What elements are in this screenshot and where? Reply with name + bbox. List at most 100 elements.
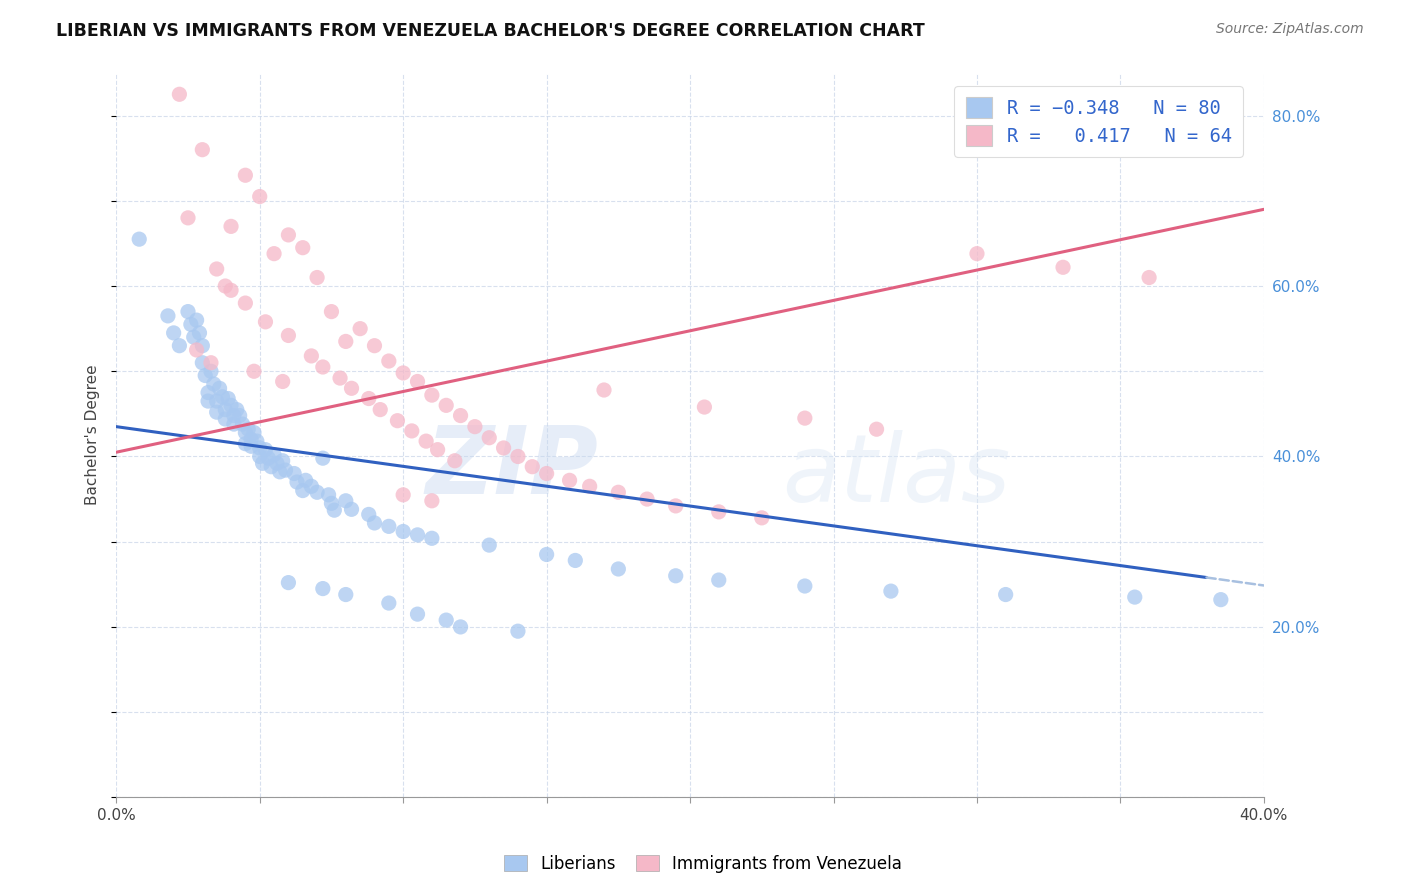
Point: [205, 405, 228, 419]
Point: [426, 442, 449, 457]
Point: [180, 318, 202, 332]
Point: [1052, 260, 1074, 275]
Point: [321, 496, 343, 510]
Point: [243, 425, 266, 440]
Point: [323, 503, 346, 517]
Point: [217, 392, 239, 406]
Point: [177, 211, 200, 225]
Point: [751, 511, 773, 525]
Point: [271, 454, 294, 468]
Y-axis label: Bachelor's Degree: Bachelor's Degree: [86, 365, 100, 506]
Point: [318, 488, 340, 502]
Legend: Liberians, Immigrants from Venezuela: Liberians, Immigrants from Venezuela: [496, 848, 910, 880]
Point: [392, 488, 415, 502]
Point: [387, 414, 409, 428]
Point: [254, 442, 277, 457]
Point: [219, 398, 242, 412]
Point: [211, 390, 233, 404]
Point: [392, 524, 415, 539]
Point: [238, 422, 260, 436]
Point: [335, 588, 357, 602]
Point: [607, 562, 630, 576]
Point: [793, 411, 815, 425]
Point: [363, 516, 385, 530]
Point: [235, 436, 257, 450]
Point: [335, 334, 357, 349]
Point: [294, 474, 316, 488]
Point: [191, 339, 214, 353]
Point: [228, 409, 250, 423]
Point: [312, 451, 335, 466]
Point: [378, 596, 401, 610]
Point: [1123, 590, 1146, 604]
Point: [357, 508, 380, 522]
Point: [450, 620, 472, 634]
Point: [240, 433, 263, 447]
Point: [994, 588, 1017, 602]
Point: [607, 485, 630, 500]
Point: [522, 459, 544, 474]
Point: [249, 189, 271, 203]
Point: [169, 339, 191, 353]
Point: [235, 168, 257, 182]
Point: [263, 448, 285, 462]
Point: [464, 419, 486, 434]
Point: [420, 493, 443, 508]
Point: [285, 475, 308, 489]
Point: [443, 454, 465, 468]
Point: [277, 227, 299, 242]
Point: [252, 456, 274, 470]
Point: [219, 219, 242, 234]
Point: [707, 573, 730, 587]
Point: [235, 296, 257, 310]
Point: [191, 356, 214, 370]
Point: [406, 607, 429, 621]
Point: [177, 304, 200, 318]
Point: [363, 339, 385, 353]
Point: [246, 434, 269, 449]
Point: [368, 402, 391, 417]
Point: [186, 313, 208, 327]
Point: [299, 479, 322, 493]
Point: [225, 402, 247, 417]
Point: [478, 538, 501, 552]
Point: [307, 270, 329, 285]
Point: [307, 485, 329, 500]
Point: [593, 383, 616, 397]
Point: [277, 575, 299, 590]
Legend: R = −0.348   N = 80, R =   0.417   N = 64: R = −0.348 N = 80, R = 0.417 N = 64: [955, 86, 1243, 157]
Point: [249, 441, 271, 455]
Point: [214, 279, 236, 293]
Point: [536, 548, 558, 562]
Point: [406, 528, 429, 542]
Point: [793, 579, 815, 593]
Point: [564, 553, 586, 567]
Text: ZIP: ZIP: [426, 422, 599, 514]
Point: [340, 502, 363, 516]
Point: [128, 232, 150, 246]
Point: [329, 371, 352, 385]
Point: [186, 343, 208, 357]
Point: [156, 309, 179, 323]
Point: [693, 400, 716, 414]
Point: [434, 613, 457, 627]
Point: [183, 330, 205, 344]
Point: [357, 392, 380, 406]
Text: LIBERIAN VS IMMIGRANTS FROM VENEZUELA BACHELOR'S DEGREE CORRELATION CHART: LIBERIAN VS IMMIGRANTS FROM VENEZUELA BA…: [56, 22, 925, 40]
Point: [257, 451, 280, 466]
Point: [506, 624, 529, 639]
Point: [506, 450, 529, 464]
Point: [865, 422, 887, 436]
Point: [478, 431, 501, 445]
Point: [401, 424, 423, 438]
Point: [283, 467, 305, 481]
Point: [450, 409, 472, 423]
Point: [243, 364, 266, 378]
Point: [392, 366, 415, 380]
Point: [492, 441, 515, 455]
Point: [254, 315, 277, 329]
Point: [378, 519, 401, 533]
Point: [222, 417, 245, 431]
Point: [578, 479, 600, 493]
Point: [163, 326, 186, 340]
